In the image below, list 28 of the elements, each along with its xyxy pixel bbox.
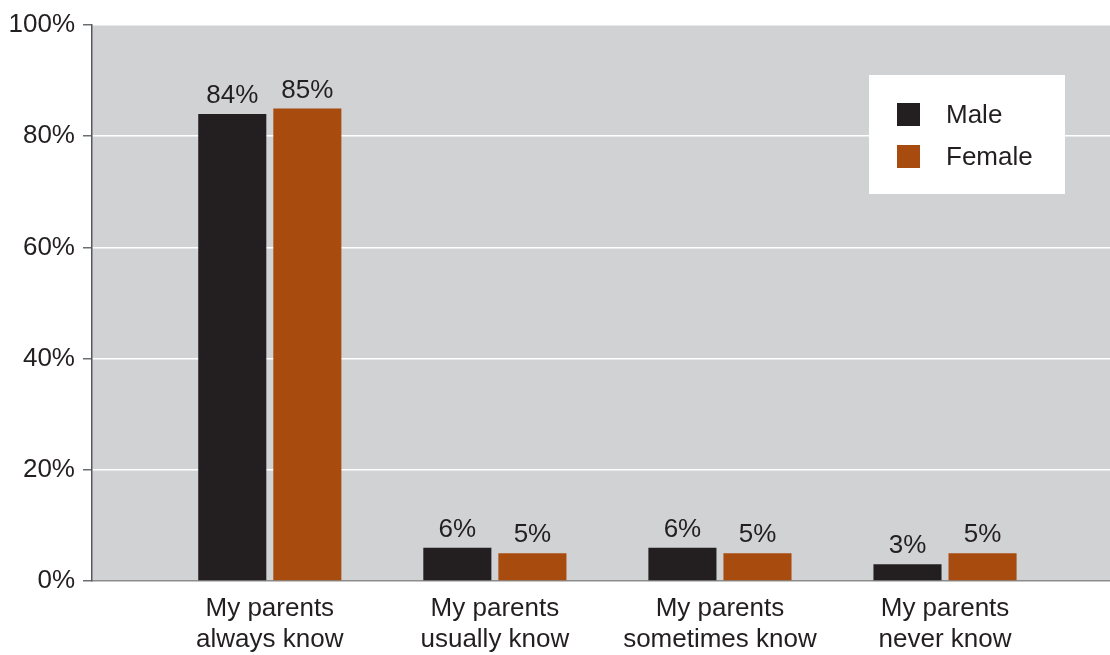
data-label: 5% — [738, 518, 777, 549]
bar — [873, 564, 942, 581]
x-tick-label: My parents sometimes know — [623, 591, 817, 653]
bar — [273, 108, 342, 581]
bar — [723, 553, 792, 581]
bar — [498, 553, 567, 581]
data-label: 6% — [663, 512, 702, 543]
legend-label: Male — [946, 98, 1003, 130]
data-label: 6% — [438, 512, 477, 543]
x-tick-label: My parents usually know — [420, 591, 570, 653]
bar — [948, 553, 1017, 581]
legend-label: Female — [946, 140, 1033, 172]
bar — [198, 113, 267, 581]
bar — [648, 547, 717, 581]
data-label: 5% — [963, 518, 1002, 549]
data-label: 3% — [888, 529, 927, 560]
data-label: 5% — [513, 518, 552, 549]
y-tick-label: 60% — [22, 230, 75, 261]
data-label: 85% — [281, 73, 334, 104]
y-tick-label: 80% — [22, 119, 75, 150]
x-tick-label: My parents never know — [878, 591, 1012, 653]
bar — [423, 547, 492, 581]
x-tick-label: My parents always know — [196, 591, 344, 653]
data-label: 84% — [206, 79, 259, 110]
y-tick-label: 40% — [22, 341, 75, 372]
y-tick-label: 0% — [37, 564, 75, 595]
y-tick-label: 20% — [22, 452, 75, 483]
y-tick-label: 100% — [8, 8, 75, 39]
